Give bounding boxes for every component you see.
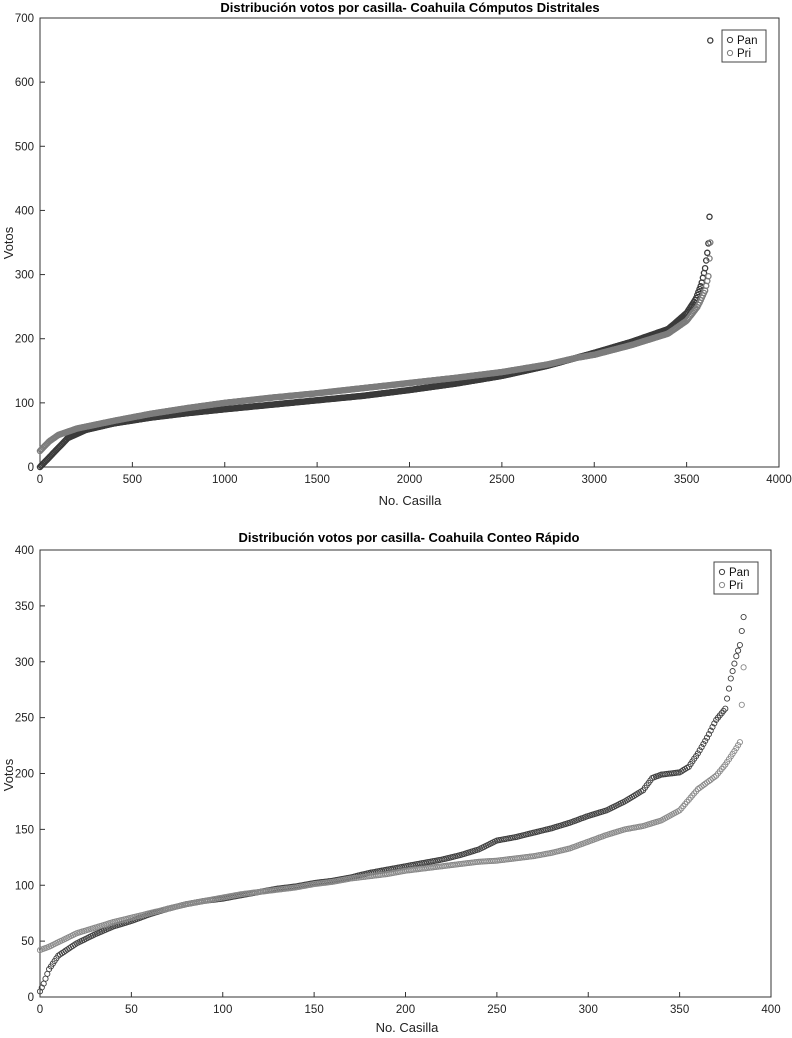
legend-box: [721, 29, 767, 63]
legend-marker: [726, 36, 734, 44]
data-point: [722, 705, 729, 712]
data-point: [705, 731, 712, 738]
data-point: [696, 285, 703, 293]
x-tick-label: 0: [37, 1004, 43, 1016]
data-point: [711, 720, 718, 727]
x-tick-label: 150: [305, 1004, 324, 1016]
data-point: [727, 675, 734, 682]
series-pri: [36, 664, 747, 954]
x-tick-label: 2000: [397, 474, 423, 486]
legend-marker: [726, 49, 734, 57]
data-point: [729, 668, 736, 675]
data-point: [702, 737, 709, 744]
y-tick-label: 350: [15, 601, 34, 613]
y-tick-label: 100: [15, 398, 34, 410]
data-point: [731, 660, 738, 667]
data-point: [725, 685, 733, 692]
x-tick-label: 300: [579, 1004, 598, 1016]
y-tick-label: 400: [15, 205, 34, 217]
chart-title: Distribución votos por casilla- Coahuila…: [239, 530, 580, 545]
y-tick-label: 250: [15, 713, 34, 725]
legend-label-pri: Pri: [737, 48, 751, 60]
x-tick-label: 350: [670, 1004, 689, 1016]
data-point: [736, 739, 743, 746]
x-tick-label: 0: [37, 474, 43, 486]
x-tick-label: 100: [213, 1004, 232, 1016]
data-point: [705, 272, 712, 280]
legend-label-pan: Pan: [729, 567, 749, 579]
data-point: [711, 774, 718, 781]
series-pan: [36, 37, 714, 471]
x-tick-label: 250: [487, 1004, 506, 1016]
x-tick-label: 50: [125, 1004, 138, 1016]
y-tick-label: 50: [21, 936, 34, 948]
data-point: [700, 740, 707, 748]
x-axis-label: No. Casilla: [376, 1020, 440, 1035]
x-tick-label: 3000: [581, 474, 607, 486]
data-point: [738, 627, 745, 635]
data-point: [696, 747, 703, 754]
plot-area: [39, 17, 780, 468]
data-point: [735, 647, 742, 654]
data-point: [707, 239, 714, 246]
data-point: [733, 653, 740, 660]
data-point: [724, 695, 731, 702]
data-point: [703, 734, 711, 741]
legend-label-pan: Pan: [737, 35, 757, 47]
y-axis-label: Votos: [1, 226, 16, 259]
y-tick-label: 400: [15, 545, 34, 557]
data-point: [736, 641, 743, 649]
y-tick-label: 300: [15, 270, 34, 282]
data-point: [694, 750, 701, 757]
x-tick-label: 3500: [674, 474, 700, 486]
x-tick-label: 500: [123, 474, 142, 486]
y-tick-label: 300: [15, 657, 34, 669]
data-point: [735, 742, 742, 749]
x-tick-label: 200: [396, 1004, 415, 1016]
series-pri: [36, 239, 714, 455]
data-point: [704, 249, 711, 257]
x-tick-label: 1500: [304, 474, 330, 486]
data-point: [709, 723, 716, 731]
chart-conteo-rapido: Distribución votos por casilla- Coahuila…: [1, 530, 781, 1035]
x-tick-label: 400: [761, 1004, 780, 1016]
y-tick-label: 200: [15, 334, 34, 346]
legend-box: [713, 561, 759, 595]
x-tick-label: 4000: [766, 474, 792, 486]
y-tick-label: 150: [15, 824, 34, 836]
data-point: [707, 37, 714, 44]
y-tick-label: 0: [28, 992, 34, 1004]
y-tick-label: 500: [15, 141, 34, 153]
y-tick-label: 200: [15, 769, 34, 781]
data-point: [706, 213, 713, 221]
data-point: [698, 744, 705, 751]
data-point: [706, 255, 713, 262]
y-axis-label: Votos: [1, 758, 16, 791]
series-pan: [36, 614, 747, 995]
chart-title: Distribución votos por casilla- Coahuila…: [220, 0, 599, 15]
y-tick-label: 0: [28, 462, 34, 474]
x-tick-label: 2500: [489, 474, 515, 486]
x-tick-label: 1000: [212, 474, 238, 486]
chart-computos-distritales: Distribución votos por casilla- Coahuila…: [1, 0, 792, 508]
legend-marker: [718, 581, 726, 589]
y-tick-label: 700: [15, 13, 34, 25]
data-point: [740, 664, 747, 671]
legend-label-pri: Pri: [729, 580, 743, 592]
legend-marker: [718, 568, 726, 576]
data-point: [733, 745, 740, 752]
x-axis-label: No. Casilla: [379, 493, 443, 508]
data-point: [740, 614, 747, 621]
y-tick-label: 600: [15, 77, 34, 89]
y-tick-label: 100: [15, 880, 34, 892]
data-point: [701, 264, 709, 272]
data-point: [707, 727, 714, 734]
data-point: [738, 701, 745, 708]
